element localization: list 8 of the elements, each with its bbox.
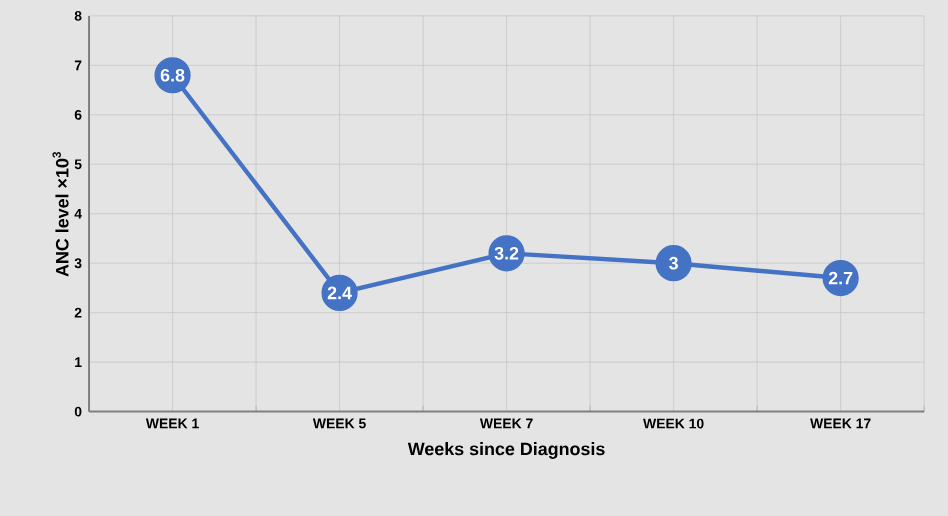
data-label: 2.4: [327, 286, 352, 299]
y-axis-title: ANC level ×10$^{3}$: [52, 151, 69, 277]
x-axis-title: Weeks since Diagnosis: [407, 441, 605, 459]
data-label: 2.7: [828, 271, 853, 284]
point: [655, 244, 692, 281]
data-label: 3: [669, 256, 678, 270]
data-label: 3.2: [494, 246, 519, 260]
data-label: 6.8: [160, 68, 185, 82]
